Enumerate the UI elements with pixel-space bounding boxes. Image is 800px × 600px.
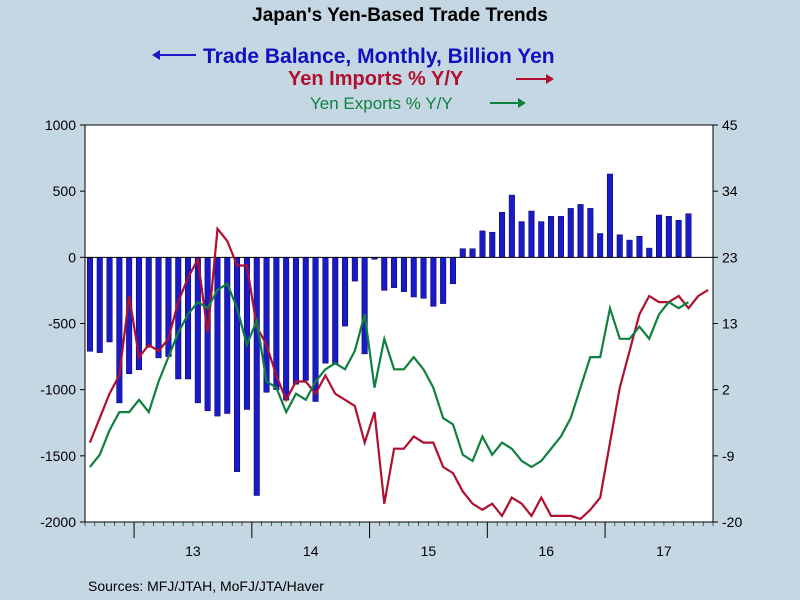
balance-bar [86,257,93,352]
right-axis: 45 34 23 13 2 -9 -20 [713,117,742,530]
balance-bars [86,173,692,496]
source-note: Sources: MFJ/JTAH, MoFJ/JTA/Haver [88,578,324,594]
balance-bar [351,257,358,282]
left-tick-label: -2000 [40,514,76,530]
balance-bar [292,257,299,385]
balance-bar [234,257,241,472]
x-tick-label: 15 [421,543,437,559]
balance-bar [675,220,682,258]
balance-bar [322,257,329,364]
balance-bar [665,216,672,258]
chart-title: Japan's Yen-Based Trade Trends [252,5,548,26]
imports-line [88,225,709,521]
right-tick-label: 34 [722,183,738,199]
left-tick-label: 0 [68,249,76,265]
balance-bar [587,208,594,258]
balance-bar [332,257,339,365]
x-tick-label: 16 [538,543,554,559]
balance-bar [361,257,368,355]
balance-bar [342,257,349,327]
balance-bar [283,257,290,401]
right-tick-label: 23 [722,249,738,265]
balance-bar [499,212,506,258]
balance-bar [410,257,417,298]
arrow-right-icon [546,74,554,84]
x-tick-label: 14 [303,543,319,559]
right-tick-label: -9 [722,448,735,464]
balance-bar [528,210,535,258]
legend-exports: Yen Exports % Y/Y [310,94,526,113]
balance-bar [577,204,584,258]
balance-bar [557,216,564,258]
balance-bar [459,248,466,258]
arrow-left-icon [152,50,160,60]
balance-bar [538,221,545,258]
balance-bar [400,257,407,292]
legend-balance-label: Trade Balance, Monthly, Billion Yen [203,45,555,68]
balance-bar [449,257,456,285]
balance-bar [685,213,692,258]
balance-bar [420,257,427,299]
balance-bar [479,230,486,258]
left-tick-label: -500 [48,316,76,332]
balance-bar [646,247,653,258]
balance-bar [145,257,152,348]
balance-bar [469,248,476,258]
legend-imports-label: Yen Imports % Y/Y [288,68,464,90]
balance-bar [391,257,398,288]
balance-bar [106,257,113,343]
arrow-right-icon [518,98,526,108]
x-axis: 13 14 15 16 17 [84,522,714,559]
balance-bar [567,208,574,258]
balance-bar [204,257,211,412]
balance-bar [155,257,162,359]
balance-bar [636,235,643,258]
balance-bar [302,257,309,381]
balance-bar [597,233,604,258]
right-tick-label: -20 [722,514,742,530]
legend-imports: Yen Imports % Y/Y [288,68,554,90]
balance-bar [508,194,515,258]
balance-bar [214,257,221,417]
left-tick-label: -1500 [40,448,76,464]
balance-bar [606,173,613,258]
balance-bar [430,257,437,307]
right-tick-label: 2 [722,382,730,398]
right-tick-label: 45 [722,117,738,133]
x-tick-label: 17 [656,543,672,559]
balance-bar [518,221,525,258]
right-tick-label: 13 [722,316,738,332]
legend-balance: Trade Balance, Monthly, Billion Yen [152,45,555,68]
x-tick-label: 13 [185,543,201,559]
left-tick-label: 500 [53,183,77,199]
legend-exports-label: Yen Exports % Y/Y [310,94,453,113]
balance-bar [548,216,555,258]
balance-bar [440,257,447,304]
balance-bar [381,257,388,291]
balance-bar [656,214,663,258]
left-tick-label: -1000 [40,382,76,398]
balance-bar [489,231,496,258]
balance-bar [616,234,623,258]
balance-bar [224,257,231,414]
left-axis: 1000 500 0 -500 -1000 -1500 -2000 [40,117,85,530]
left-tick-label: 1000 [45,117,76,133]
balance-bar [253,257,260,496]
exports-line [89,282,690,469]
balance-bar [96,257,103,353]
balance-bar [626,239,633,258]
balance-bar [175,257,182,380]
